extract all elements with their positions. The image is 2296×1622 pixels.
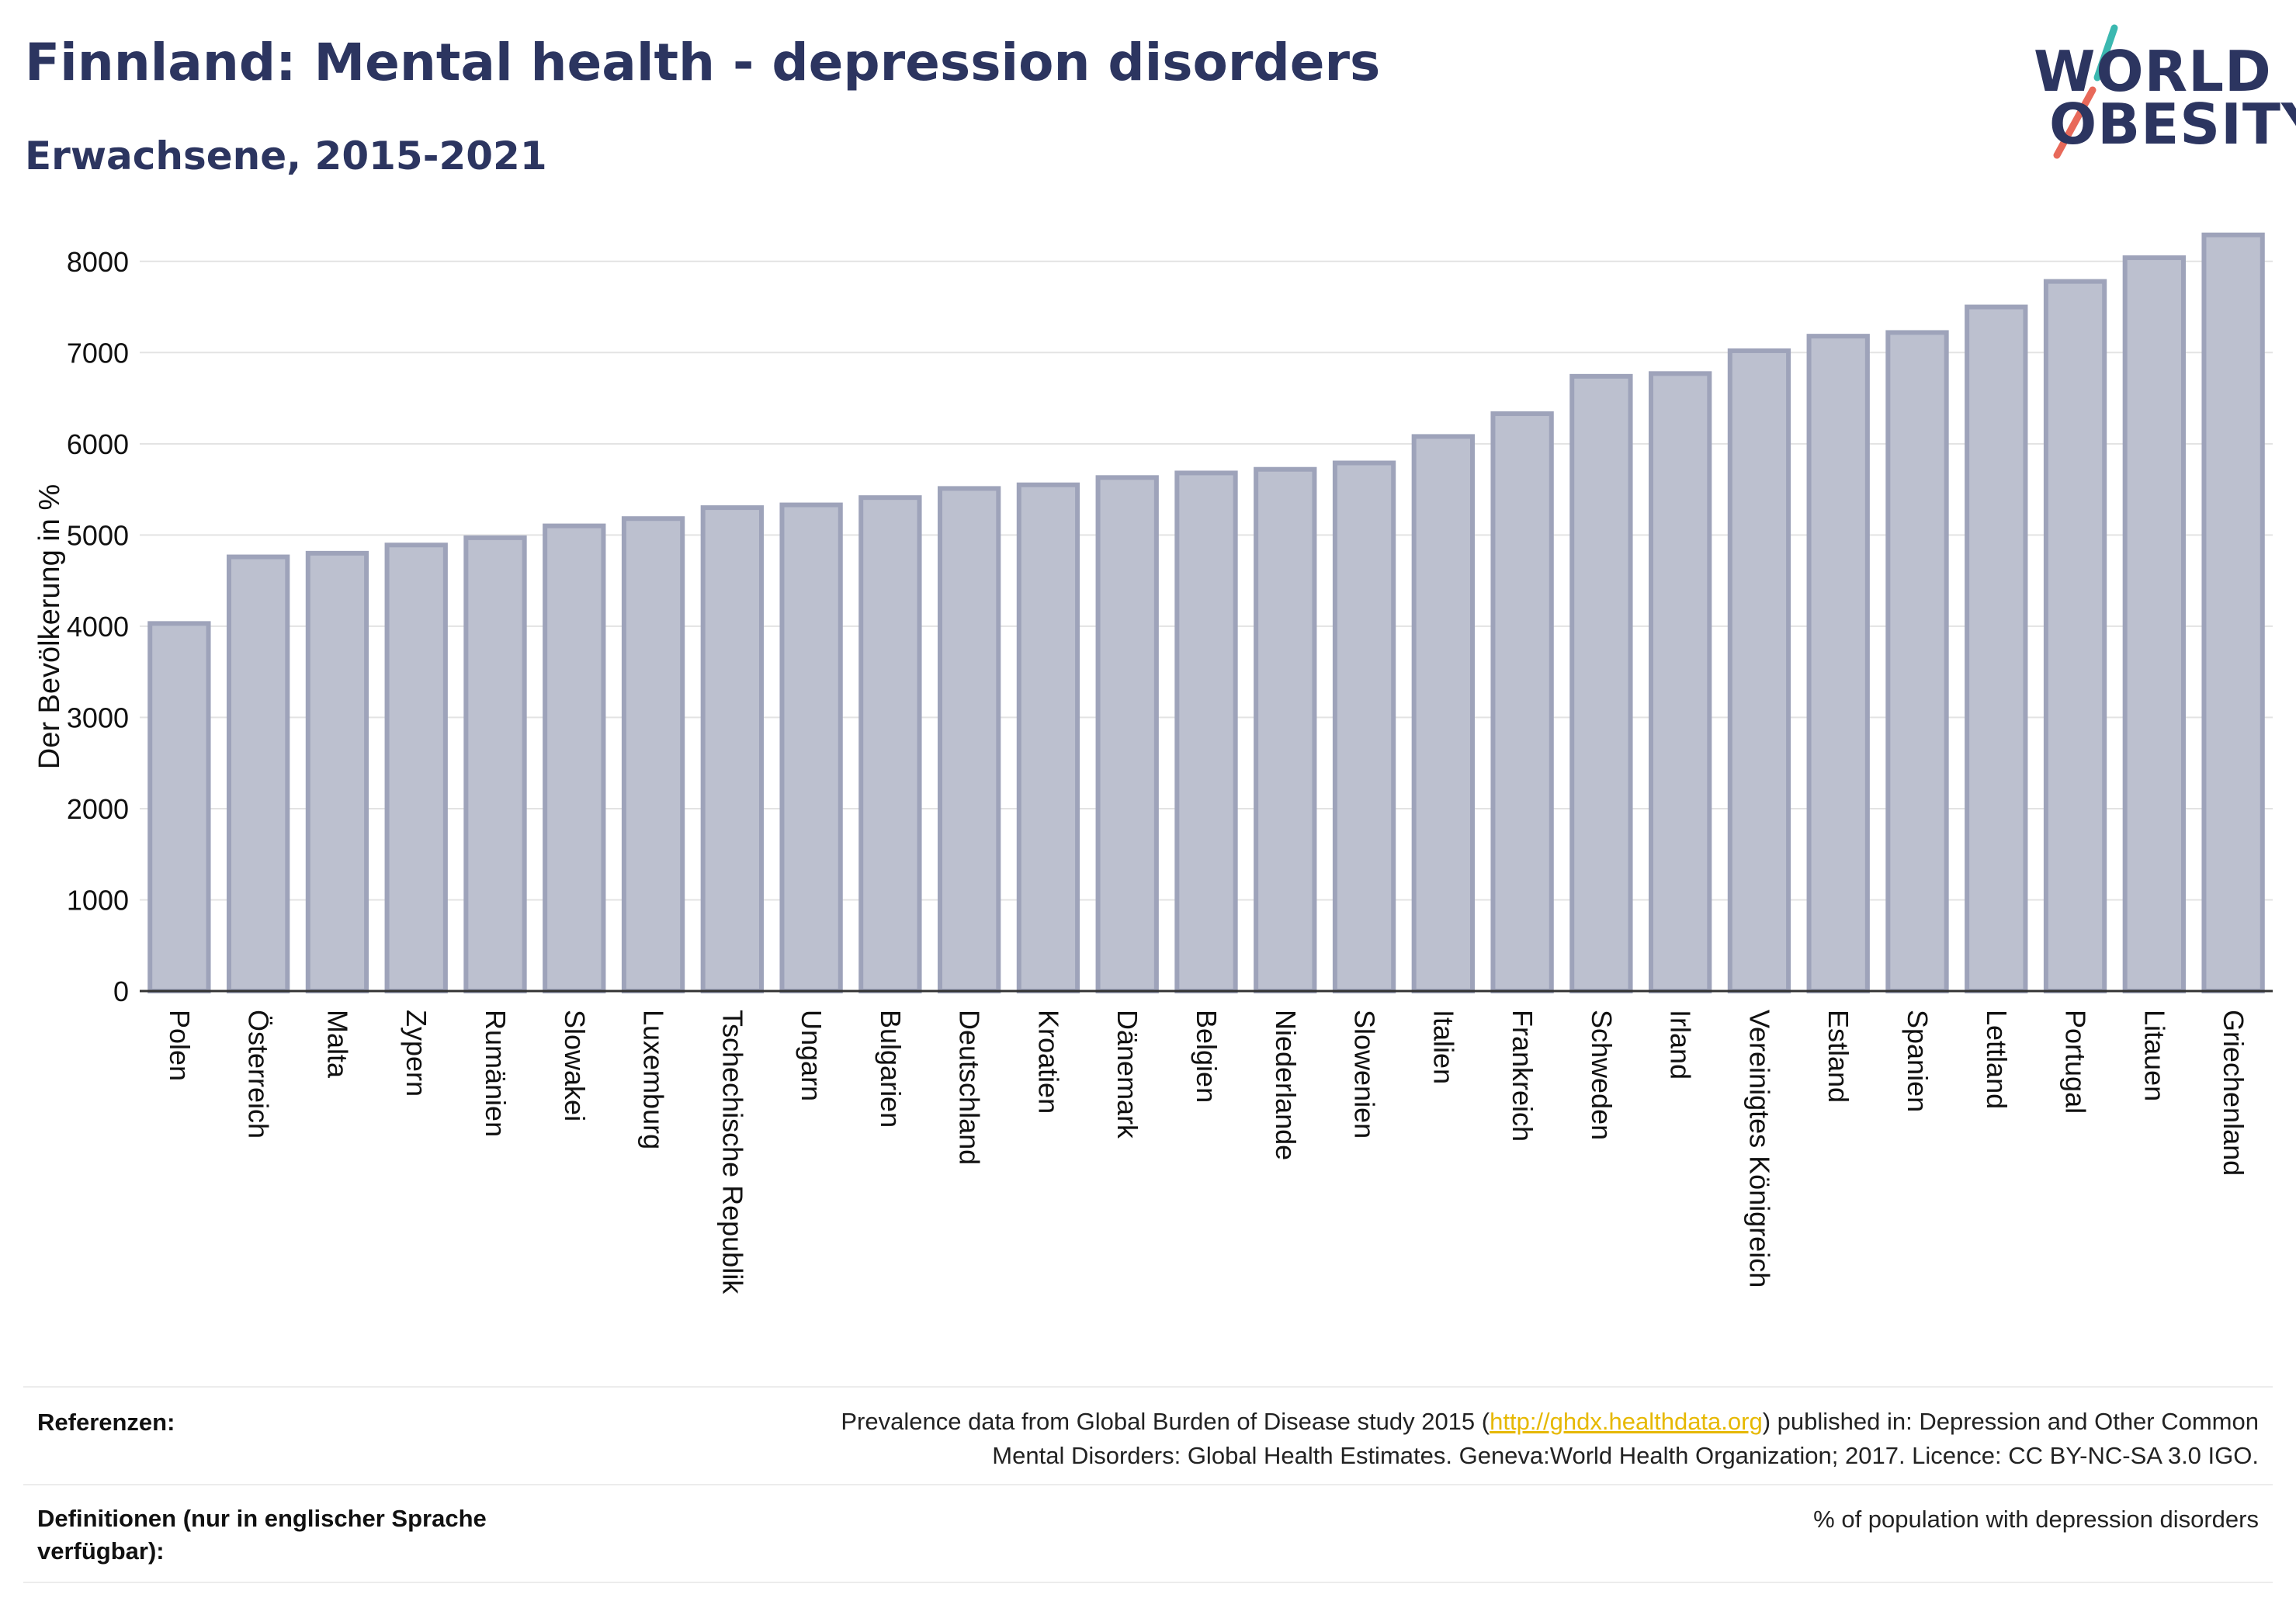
footer-divider-top bbox=[23, 1386, 2273, 1388]
bar-2[interactable] bbox=[305, 550, 369, 993]
bar-6[interactable] bbox=[621, 516, 685, 993]
y-tick-label: 5000 bbox=[67, 519, 129, 551]
x-tick-label: Tschechische Republik bbox=[716, 1010, 748, 1294]
bar-0[interactable] bbox=[147, 621, 211, 993]
definitions-label: Definitionen (nur in englischer Sprache … bbox=[37, 1505, 487, 1565]
x-tick-labels: Polen Österreich Malta Zypern Rumänien Slowak… bbox=[164, 1010, 2249, 1294]
bar-24[interactable] bbox=[2043, 279, 2107, 994]
bar-22[interactable] bbox=[1885, 330, 1949, 994]
y-tick-labels: 0 1000 2000 3000 4000 5000 6000 7000 8000 bbox=[67, 246, 129, 1007]
x-tick-label: Ungarn bbox=[796, 1010, 827, 1101]
bar-14[interactable] bbox=[1254, 466, 1317, 993]
y-tick-label: 8000 bbox=[67, 246, 129, 278]
x-tick-label: Portugal bbox=[2060, 1010, 2092, 1114]
x-tick-label: Polen bbox=[164, 1010, 196, 1081]
bar-17[interactable] bbox=[1490, 411, 1554, 993]
x-tick-label: Litauen bbox=[2138, 1010, 2170, 1101]
y-tick-label: 3000 bbox=[67, 702, 129, 733]
footer-divider-bottom bbox=[23, 1582, 2273, 1583]
x-tick-label: Deutschland bbox=[954, 1010, 986, 1165]
world-obesity-logo: WORLD OBESITY bbox=[2026, 23, 2296, 163]
x-tick-label: Italien bbox=[1427, 1010, 1459, 1084]
footer-divider-middle bbox=[23, 1484, 2273, 1485]
x-tick-label: Frankreich bbox=[1507, 1010, 1538, 1142]
logo-slash-icon bbox=[2053, 24, 2118, 159]
x-tick-label: Slowakei bbox=[559, 1010, 591, 1121]
x-tick-label: Rumänien bbox=[480, 1010, 512, 1137]
y-tick-label: 1000 bbox=[67, 884, 129, 916]
bar-5[interactable] bbox=[543, 523, 606, 993]
bar-15[interactable] bbox=[1332, 460, 1396, 993]
x-tick-label: Österreich bbox=[243, 1010, 275, 1139]
bar-8[interactable] bbox=[779, 502, 843, 993]
bar-1[interactable] bbox=[227, 554, 290, 993]
x-tick-label: Slowenien bbox=[1349, 1010, 1381, 1139]
y-tick-label: 4000 bbox=[67, 611, 129, 643]
bar-26[interactable] bbox=[2201, 232, 2265, 994]
bars bbox=[147, 232, 2265, 994]
bar-21[interactable] bbox=[1806, 334, 1870, 994]
bar-9[interactable] bbox=[858, 495, 922, 993]
x-tick-label: Niederlande bbox=[1270, 1010, 1302, 1160]
chart-title: Finnland: Mental health - depression dis… bbox=[25, 33, 1381, 92]
x-tick-label: Malta bbox=[321, 1010, 353, 1079]
x-tick-label: Zypern bbox=[401, 1010, 432, 1097]
x-tick-label: Vereinigtes Königreich bbox=[1743, 1010, 1775, 1288]
y-axis-label: Der Bevölkerung in % bbox=[33, 484, 66, 770]
x-tick-label: Dänemark bbox=[1112, 1010, 1143, 1139]
bar-12[interactable] bbox=[1095, 475, 1159, 993]
x-tick-label: Lettland bbox=[1981, 1010, 2013, 1109]
x-tick-label: Luxemburg bbox=[638, 1010, 670, 1149]
references-label: Referenzen: bbox=[37, 1409, 175, 1436]
bar-chart: 0 1000 2000 3000 4000 5000 6000 7000 8000 Polen Ö… bbox=[33, 232, 2273, 1294]
references-link[interactable]: http://ghdx.healthdata.org bbox=[1490, 1408, 1763, 1435]
references-line-1: Prevalence data from Global Burden of Di… bbox=[841, 1408, 2259, 1435]
bar-11[interactable] bbox=[1016, 482, 1080, 993]
x-tick-label: Griechenland bbox=[2218, 1010, 2249, 1176]
chart-subtitle: Erwachsene, 2015-2021 bbox=[25, 133, 547, 178]
x-tick-label: Schweden bbox=[1586, 1010, 1618, 1140]
references-text: Prevalence data from Global Burden of Di… bbox=[841, 1405, 2259, 1473]
definitions-row: Definitionen (nur in englischer Sprache … bbox=[23, 1487, 2273, 1580]
bar-13[interactable] bbox=[1174, 470, 1238, 993]
bar-18[interactable] bbox=[1569, 373, 1633, 994]
bar-19[interactable] bbox=[1649, 371, 1712, 994]
x-tick-label: Belgien bbox=[1191, 1010, 1223, 1103]
x-tick-label: Estland bbox=[1823, 1010, 1854, 1103]
bar-4[interactable] bbox=[463, 535, 527, 993]
references-line-2: Mental Disorders: Global Health Estimate… bbox=[992, 1442, 2259, 1469]
bar-3[interactable] bbox=[384, 542, 448, 993]
logo-word-obesity: OBESITY bbox=[2049, 92, 2296, 157]
bar-20[interactable] bbox=[1727, 348, 1791, 993]
x-tick-label: Bulgarien bbox=[875, 1010, 907, 1128]
bar-25[interactable] bbox=[2122, 255, 2186, 993]
y-tick-label: 6000 bbox=[67, 428, 129, 460]
x-tick-label: Spanien bbox=[1902, 1010, 1934, 1112]
y-tick-label: 0 bbox=[113, 976, 129, 1007]
bar-23[interactable] bbox=[1965, 304, 2028, 993]
x-tick-label: Kroatien bbox=[1032, 1010, 1064, 1114]
bar-7[interactable] bbox=[700, 505, 764, 993]
logo-word-world: WORLD bbox=[2034, 39, 2272, 104]
y-tick-label: 2000 bbox=[67, 793, 129, 825]
bar-10[interactable] bbox=[938, 486, 1001, 993]
y-tick-label: 7000 bbox=[67, 337, 129, 369]
references-row: Referenzen: Prevalence data from Global … bbox=[23, 1389, 2273, 1482]
bar-16[interactable] bbox=[1411, 434, 1475, 993]
x-tick-label: Irland bbox=[1665, 1010, 1697, 1080]
definitions-text: % of population with depression disorder… bbox=[1813, 1506, 2259, 1533]
